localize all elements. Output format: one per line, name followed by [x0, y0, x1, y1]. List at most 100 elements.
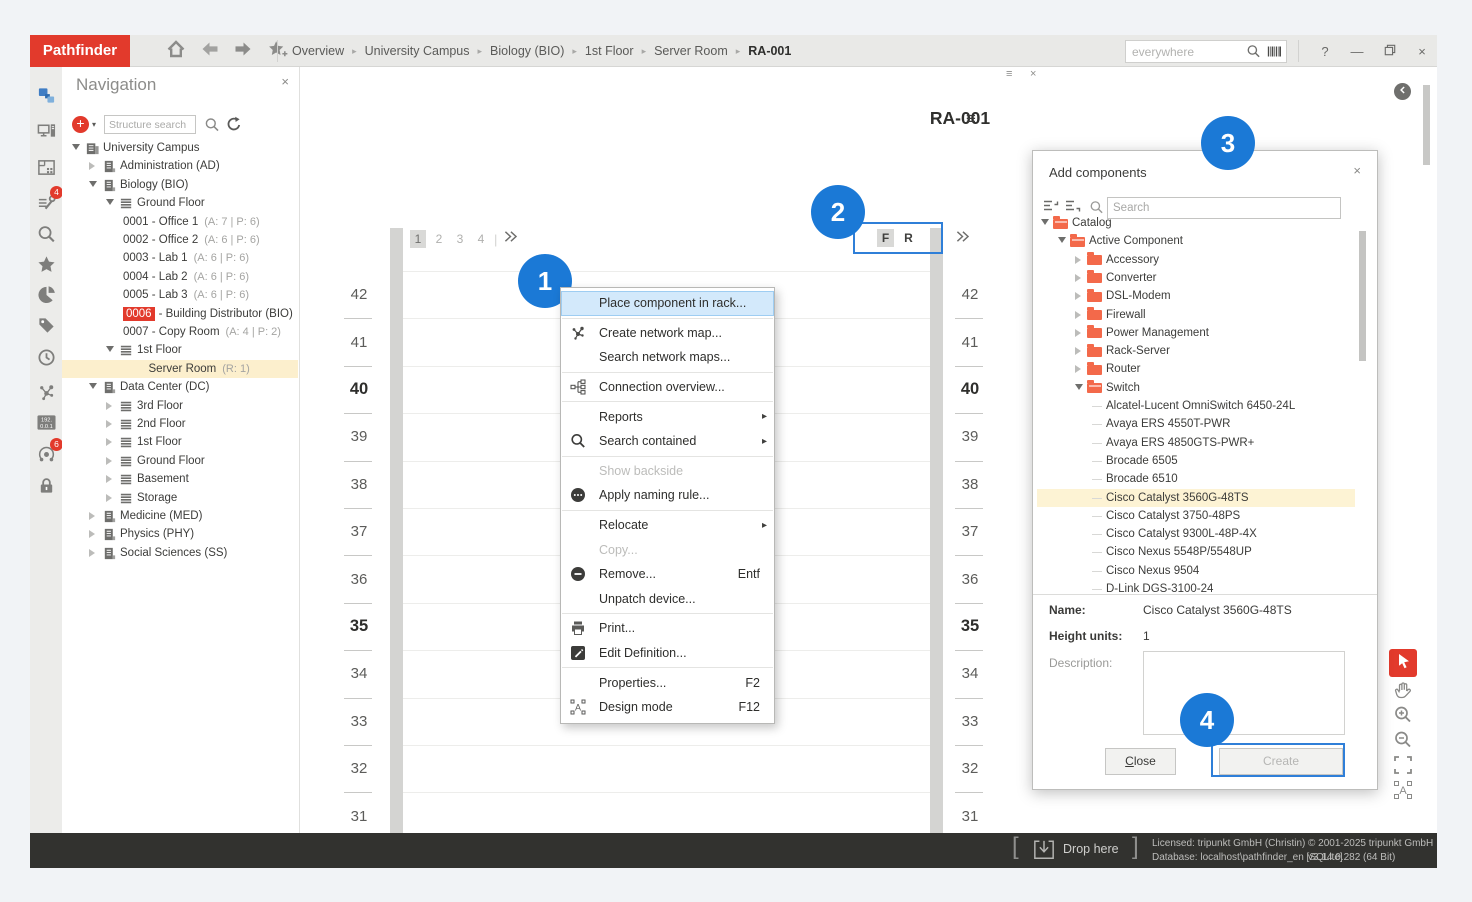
dialog-scrollbar[interactable]	[1359, 231, 1366, 361]
panel-close-icon[interactable]: ×	[1030, 68, 1037, 80]
catalog-item[interactable]: DSL-Modem	[1037, 287, 1355, 305]
sidebar-lock-button[interactable]	[31, 473, 61, 503]
vertical-scrollbar[interactable]	[1423, 85, 1430, 165]
sidebar-history-button[interactable]	[31, 345, 61, 375]
context-menu-item[interactable]: Connection overview...	[561, 375, 774, 400]
collapse-icon[interactable]	[106, 346, 114, 353]
tree-item[interactable]: 1st Floor	[62, 341, 298, 359]
zoom-in-tool-button[interactable]	[1389, 703, 1417, 731]
sidebar-tag-button[interactable]	[31, 313, 61, 343]
catalog-item[interactable]: Brocade 6510	[1037, 470, 1355, 488]
tree-item[interactable]: 3rd Floor	[62, 397, 298, 415]
close-panel-icon[interactable]: ×	[281, 74, 289, 89]
breadcrumb-item[interactable]: Biology (BIO)	[490, 44, 565, 58]
page-button[interactable]: 1	[410, 230, 426, 248]
add-favorite-button[interactable]	[266, 39, 290, 63]
context-menu-item[interactable]: Reports ▸	[561, 404, 774, 429]
front-toggle[interactable]: F	[877, 229, 894, 247]
context-menu-item[interactable]: Place component in rack...	[561, 291, 774, 316]
tree-item[interactable]: 0004 - Lab 2 (A: 6 | P: 6)	[62, 268, 298, 286]
catalog-item[interactable]: Cisco Nexus 5548P/5548UP	[1037, 543, 1355, 561]
search-icon[interactable]	[204, 117, 220, 133]
expand-icon[interactable]	[106, 475, 112, 484]
collapse-icon[interactable]	[1075, 383, 1083, 390]
tree-item[interactable]: University Campus	[62, 139, 298, 157]
structure-search-input[interactable]	[104, 115, 196, 134]
expand-right-icon[interactable]	[954, 228, 971, 250]
breadcrumb-item[interactable]: University Campus	[364, 44, 470, 58]
collapse-icon[interactable]	[89, 383, 97, 390]
more-pages-icon[interactable]	[502, 228, 519, 250]
close-dialog-icon[interactable]: ×	[1353, 163, 1361, 178]
expand-icon[interactable]	[1075, 347, 1081, 356]
context-menu-item[interactable]: Remove... Entf	[561, 562, 774, 587]
catalog-search-input[interactable]	[1107, 197, 1341, 219]
catalog-item[interactable]: Firewall	[1037, 306, 1355, 324]
context-menu-item[interactable]: Show backside	[561, 459, 774, 484]
app-logo[interactable]: Pathfinder	[30, 35, 130, 67]
catalog-item[interactable]: Alcatel-Lucent OmniSwitch 6450-24L	[1037, 397, 1355, 415]
sidebar-ip-address-button[interactable]: 192. 0.0.1	[31, 410, 61, 440]
global-search-input[interactable]	[1126, 44, 1244, 59]
tree-item[interactable]: Biology (BIO)	[62, 176, 298, 194]
tree-item[interactable]: 0007 - Copy Room (A: 4 | P: 2)	[62, 323, 298, 341]
expand-icon[interactable]	[106, 438, 112, 447]
forward-button[interactable]	[231, 39, 255, 63]
sidebar-pie-chart-button[interactable]	[31, 282, 61, 312]
tree-item[interactable]: Physics (PHY)	[62, 525, 298, 543]
tree-item[interactable]: Basement	[62, 470, 298, 488]
tree-item[interactable]: Storage	[62, 489, 298, 507]
breadcrumb-item[interactable]: RA-001	[748, 44, 792, 58]
context-menu-item[interactable]: Apply naming rule...	[561, 483, 774, 508]
expand-icon[interactable]	[1075, 365, 1081, 374]
collapse-icon[interactable]	[106, 199, 114, 206]
sidebar-tools-button[interactable]: 4	[31, 186, 63, 220]
context-menu-item[interactable]: Create network map...	[561, 321, 774, 346]
view-menu-icon[interactable]: ≡	[966, 109, 976, 128]
tree-item[interactable]: Server Room (R: 1)	[62, 359, 298, 379]
expand-icon[interactable]	[106, 456, 112, 465]
page-button[interactable]: 3	[456, 232, 464, 246]
sidebar-search-button[interactable]	[31, 222, 61, 252]
catalog-item[interactable]: Switch	[1037, 379, 1355, 397]
tree-item[interactable]: 0003 - Lab 1 (A: 6 | P: 6)	[62, 249, 298, 267]
catalog-item[interactable]: Catalog	[1037, 214, 1355, 232]
expand-icon[interactable]	[1075, 328, 1081, 337]
add-node-button[interactable]: +	[72, 116, 89, 133]
help-button[interactable]: ?	[1321, 43, 1329, 59]
caret-down-icon[interactable]: ▾	[92, 120, 97, 129]
back-button[interactable]	[198, 39, 222, 63]
breadcrumb-item[interactable]: 1st Floor	[584, 44, 634, 58]
collapse-all-icon[interactable]	[1043, 199, 1059, 214]
catalog-item[interactable]: Accessory	[1037, 251, 1355, 269]
sidebar-favorites-button[interactable]	[31, 252, 61, 282]
catalog-item[interactable]: Power Management	[1037, 324, 1355, 342]
context-menu-item[interactable]: Print...	[561, 616, 774, 641]
catalog-item[interactable]: Cisco Catalyst 9300L-48P-4X	[1037, 525, 1355, 543]
minimize-button[interactable]: —	[1343, 37, 1371, 65]
tree-item[interactable]: Administration (AD)	[62, 157, 298, 175]
expand-icon[interactable]	[1075, 310, 1081, 319]
catalog-item[interactable]: Avaya ERS 4850GTS-PWR+	[1037, 434, 1355, 452]
catalog-item[interactable]: Cisco Catalyst 3750-48PS	[1037, 507, 1355, 525]
expand-icon[interactable]	[89, 512, 95, 520]
expand-icon[interactable]	[106, 420, 112, 428]
catalog-item[interactable]: Rack-Server	[1037, 342, 1355, 360]
description-field[interactable]	[1143, 651, 1345, 735]
collapse-panel-button[interactable]	[1394, 83, 1411, 100]
collapse-icon[interactable]	[72, 144, 80, 150]
expand-icon[interactable]	[89, 530, 95, 539]
context-menu-item[interactable]: Relocate ▸	[561, 513, 774, 538]
tree-item[interactable]: Ground Floor	[62, 452, 298, 470]
collapse-icon[interactable]	[1058, 237, 1066, 244]
context-menu-item[interactable]: Properties... F2	[561, 670, 774, 695]
expand-icon[interactable]	[89, 162, 95, 171]
sidebar-network-map-button[interactable]	[31, 380, 61, 410]
context-menu-item[interactable]: Search network maps...	[561, 345, 774, 370]
tree-item[interactable]: 1st Floor	[62, 433, 298, 451]
expand-icon[interactable]	[1075, 292, 1081, 301]
sidebar-monitoring-button[interactable]: 6	[31, 438, 63, 472]
page-button[interactable]: 2	[435, 232, 443, 246]
expand-icon[interactable]	[1075, 255, 1081, 264]
reset-search-icon[interactable]	[226, 116, 242, 132]
